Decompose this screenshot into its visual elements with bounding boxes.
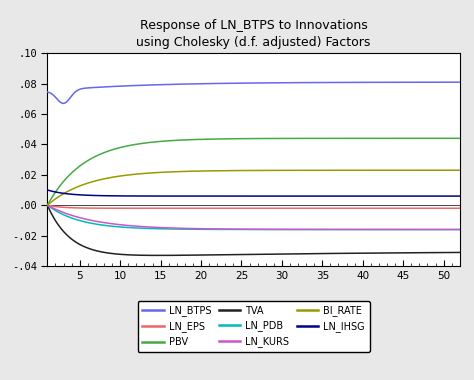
Title: Response of LN_BTPS to Innovations
using Cholesky (d.f. adjusted) Factors: Response of LN_BTPS to Innovations using…: [137, 19, 371, 49]
Legend: LN_BTPS, LN_EPS, PBV, TVA, LN_PDB, LN_KURS, BI_RATE, LN_IHSG: LN_BTPS, LN_EPS, PBV, TVA, LN_PDB, LN_KU…: [137, 301, 370, 352]
